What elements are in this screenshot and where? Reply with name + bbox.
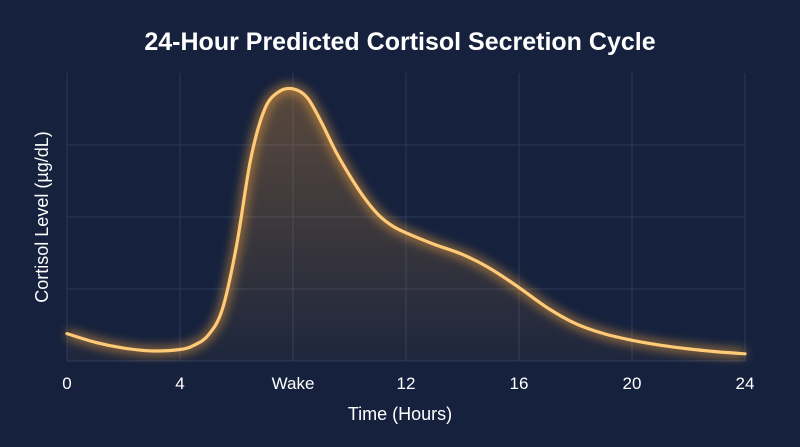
x-tick-label: 16: [510, 374, 529, 393]
x-tick-label: 12: [397, 374, 416, 393]
x-tick-label: 0: [62, 374, 71, 393]
series-area: [67, 88, 745, 361]
x-tick-labels: 0 4 Wake 12 16 20 24: [62, 374, 754, 393]
y-axis-label: Cortisol Level (µg/dL): [32, 131, 52, 302]
x-tick-label: 20: [623, 374, 642, 393]
x-tick-label: 4: [175, 374, 184, 393]
x-tick-label: Wake: [272, 374, 315, 393]
x-tick-label: 24: [736, 374, 755, 393]
chart-title: 24-Hour Predicted Cortisol Secretion Cyc…: [144, 28, 655, 56]
x-axis-label: Time (Hours): [348, 404, 452, 424]
series-line: [65, 86, 747, 356]
